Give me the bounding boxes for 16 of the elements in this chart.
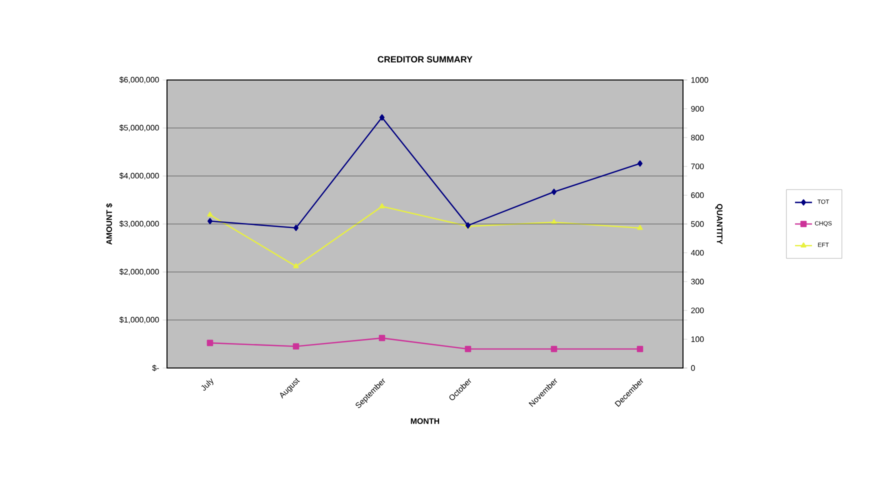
point	[207, 218, 213, 224]
point	[379, 203, 385, 208]
point	[293, 263, 299, 268]
point	[292, 343, 300, 350]
point	[636, 346, 644, 352]
point	[551, 188, 557, 195]
point	[464, 346, 472, 352]
point	[207, 212, 213, 217]
point	[379, 114, 385, 121]
point	[550, 346, 558, 352]
point	[637, 224, 643, 230]
point	[293, 224, 299, 231]
point	[378, 334, 386, 342]
chart-title: CREDITOR SUMMARY	[378, 56, 472, 63]
point	[206, 340, 214, 346]
point	[637, 160, 643, 167]
